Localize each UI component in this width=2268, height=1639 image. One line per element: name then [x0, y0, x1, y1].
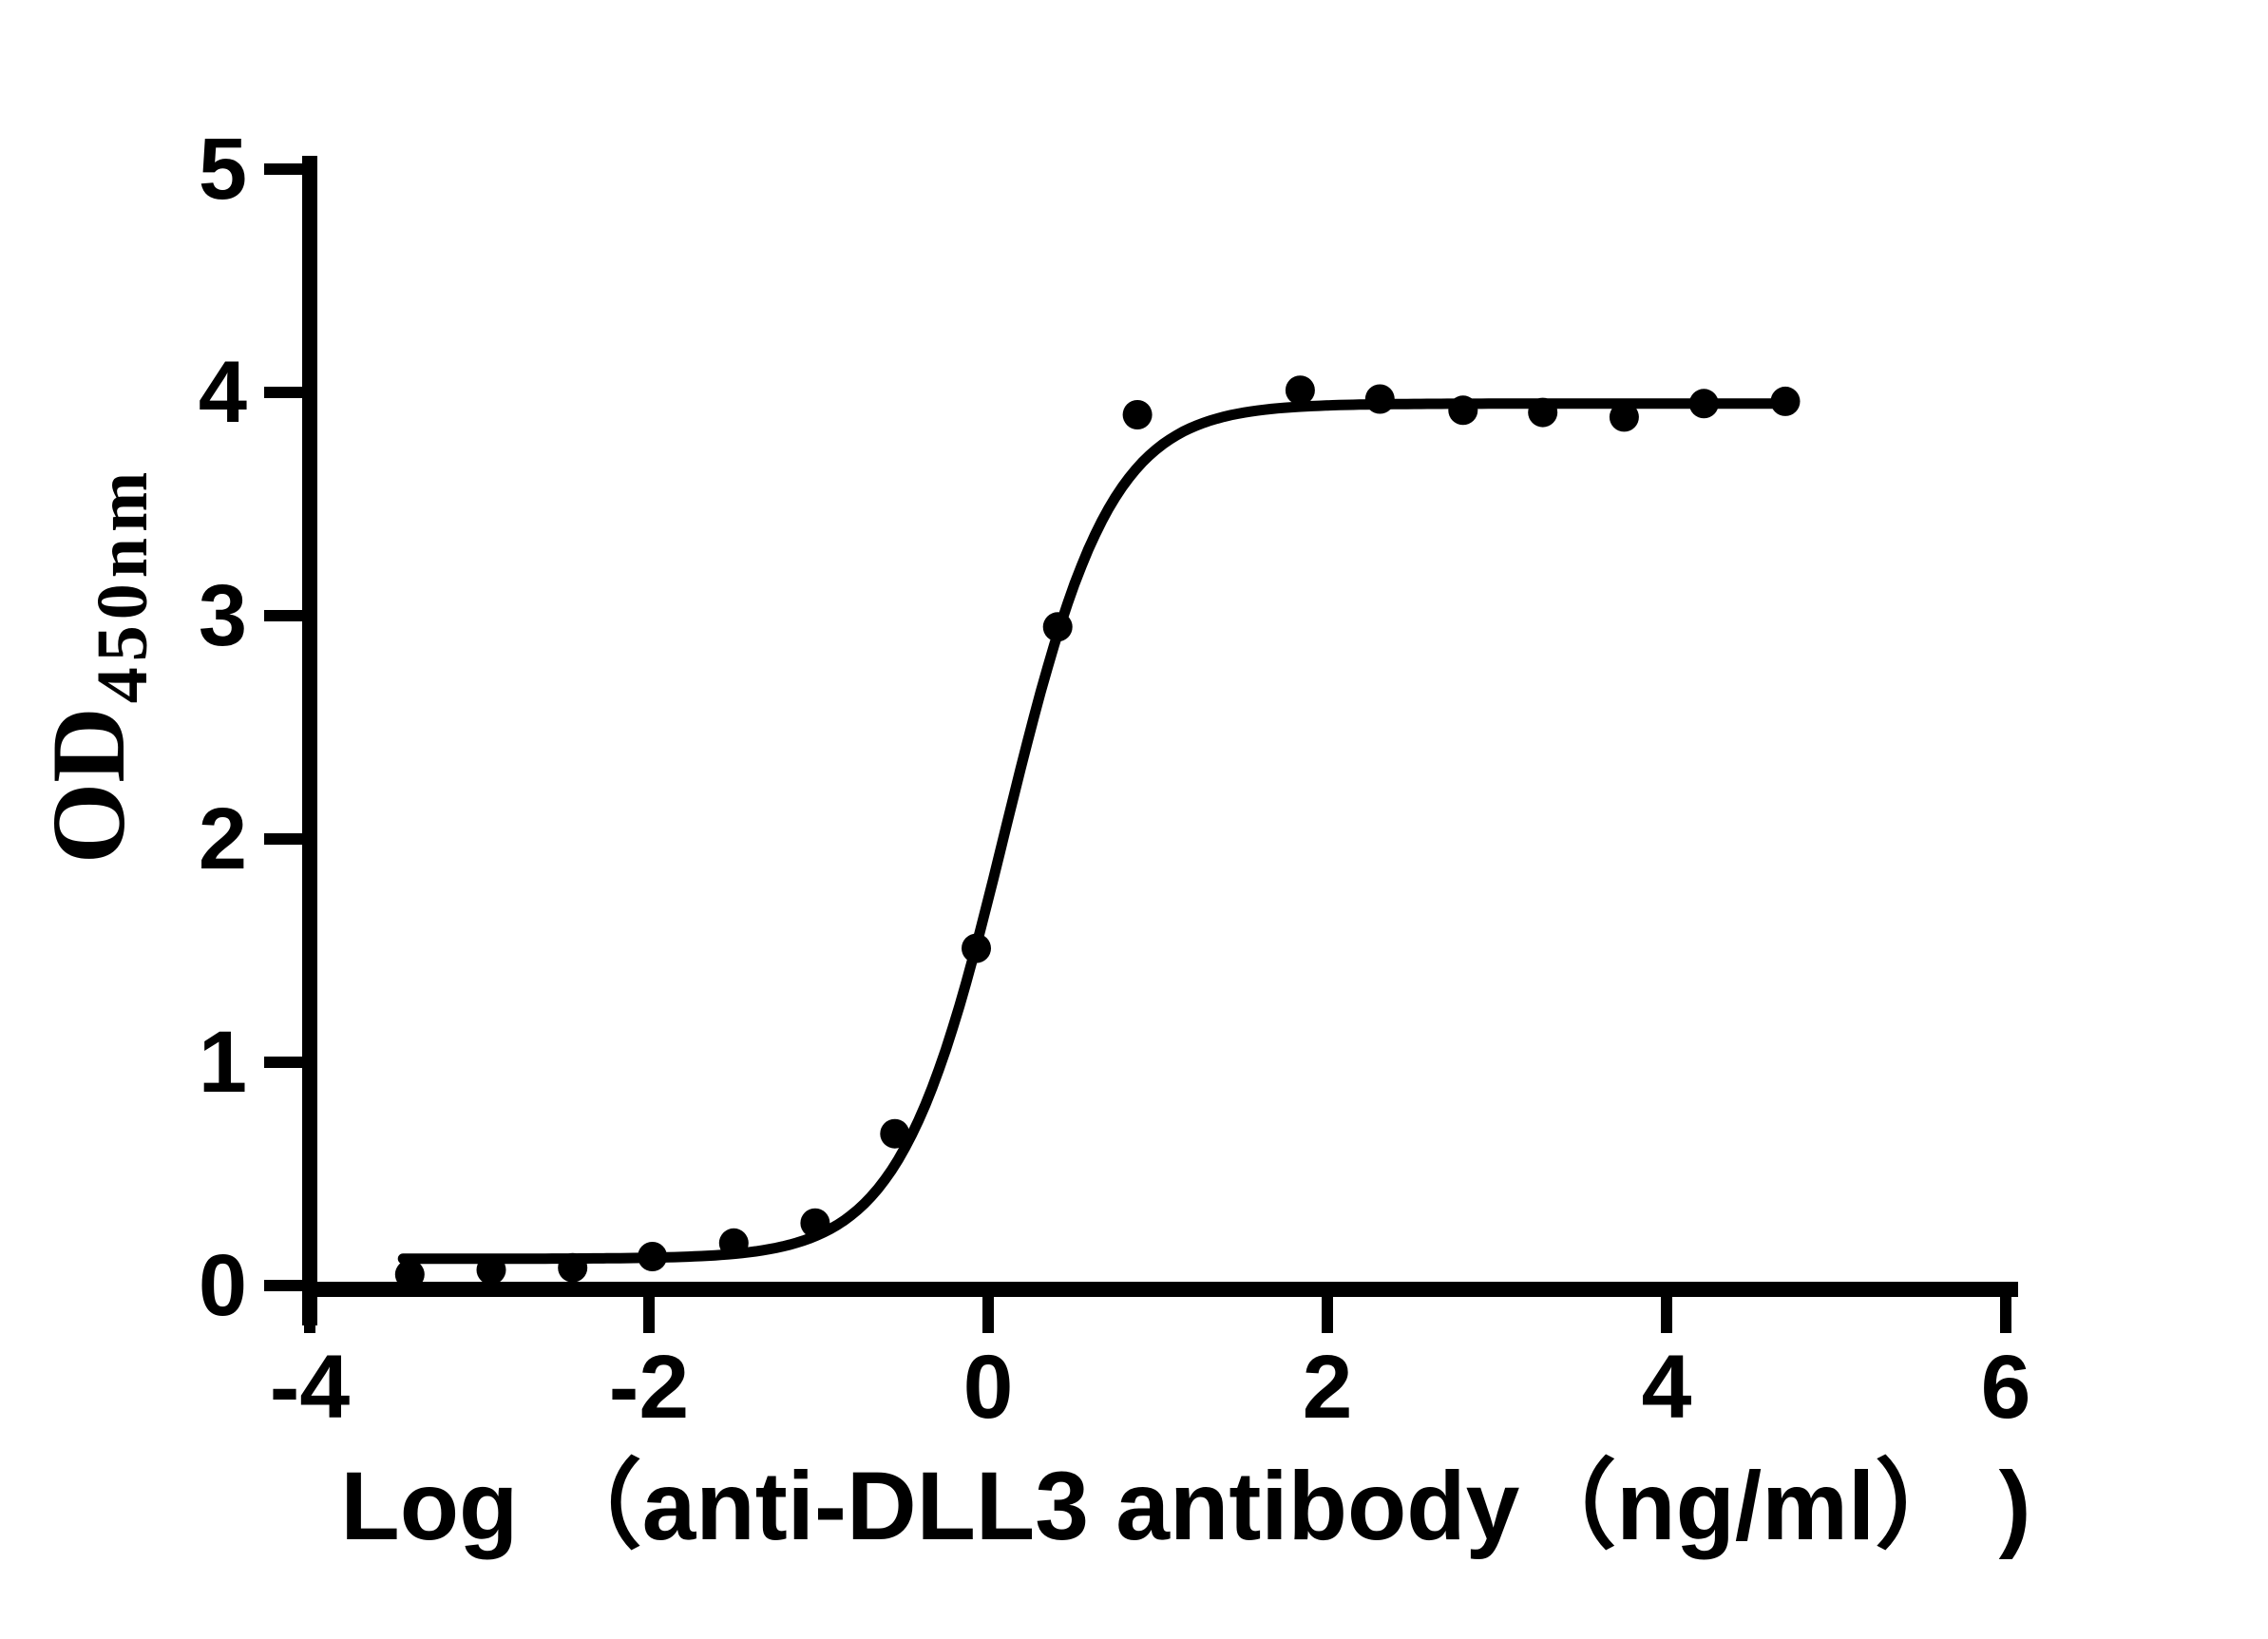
- fit-curve: [397, 398, 1800, 1265]
- data-point: [638, 1242, 668, 1271]
- data-point: [800, 1208, 830, 1238]
- y-axis-ticks: 0 1 2 3 4 5: [199, 121, 302, 1334]
- x-tick-mark: [643, 1297, 655, 1333]
- data-point: [1688, 389, 1719, 419]
- x-axis-title: Log （anti-DLL3 antibody（ng/ml） ): [340, 1452, 2030, 1560]
- y-tick-label: 0: [199, 1237, 247, 1334]
- data-point: [880, 1118, 910, 1149]
- data-point: [1609, 402, 1639, 432]
- y-tick-mark: [264, 387, 302, 398]
- y-tick-mark: [264, 163, 302, 175]
- y-tick-label: 1: [199, 1014, 247, 1111]
- data-point: [1285, 375, 1315, 406]
- y-tick-mark: [264, 1057, 302, 1068]
- data-point-layer: [394, 375, 1801, 1289]
- data-point: [558, 1252, 588, 1283]
- data-point: [394, 1259, 425, 1289]
- y-axis-title-main: OD: [30, 707, 146, 864]
- x-tick-mark: [2000, 1297, 2011, 1333]
- y-tick-label: 3: [199, 567, 247, 664]
- y-axis-title-subscript: 450nm: [83, 467, 162, 704]
- data-point: [1364, 384, 1395, 414]
- x-axis-line: [302, 1282, 2018, 1297]
- x-tick-label: 6: [1981, 1337, 2031, 1438]
- y-tick-label: 4: [199, 344, 247, 441]
- x-tick-mark: [1661, 1297, 1672, 1333]
- x-tick-mark: [982, 1297, 994, 1333]
- y-axis-title: OD450nm: [30, 467, 162, 865]
- y-axis-line: [302, 156, 317, 1325]
- y-tick-mark: [264, 610, 302, 621]
- data-point: [476, 1255, 506, 1285]
- data-point: [1042, 612, 1073, 642]
- data-point: [1448, 395, 1478, 426]
- fit-curve-layer: [397, 398, 1800, 1265]
- x-tick-label: 2: [1303, 1337, 1353, 1438]
- x-tick-mark: [304, 1297, 315, 1333]
- data-point: [1122, 400, 1153, 429]
- x-axis-ticks: -4 -2 0 2 4 6: [270, 1297, 2031, 1438]
- data-point: [1770, 386, 1801, 416]
- x-tick-label: 4: [1642, 1337, 1692, 1438]
- y-tick-label: 2: [199, 791, 247, 887]
- y-tick-mark: [264, 833, 302, 845]
- data-point: [718, 1228, 749, 1258]
- y-tick-mark: [264, 1280, 302, 1291]
- data-point: [1528, 397, 1558, 428]
- x-tick-mark: [1322, 1297, 1333, 1333]
- y-tick-label: 5: [199, 121, 247, 218]
- x-tick-label: -4: [270, 1337, 351, 1438]
- x-tick-label: -2: [609, 1337, 689, 1438]
- data-point: [962, 933, 991, 963]
- x-tick-label: 0: [963, 1337, 1014, 1438]
